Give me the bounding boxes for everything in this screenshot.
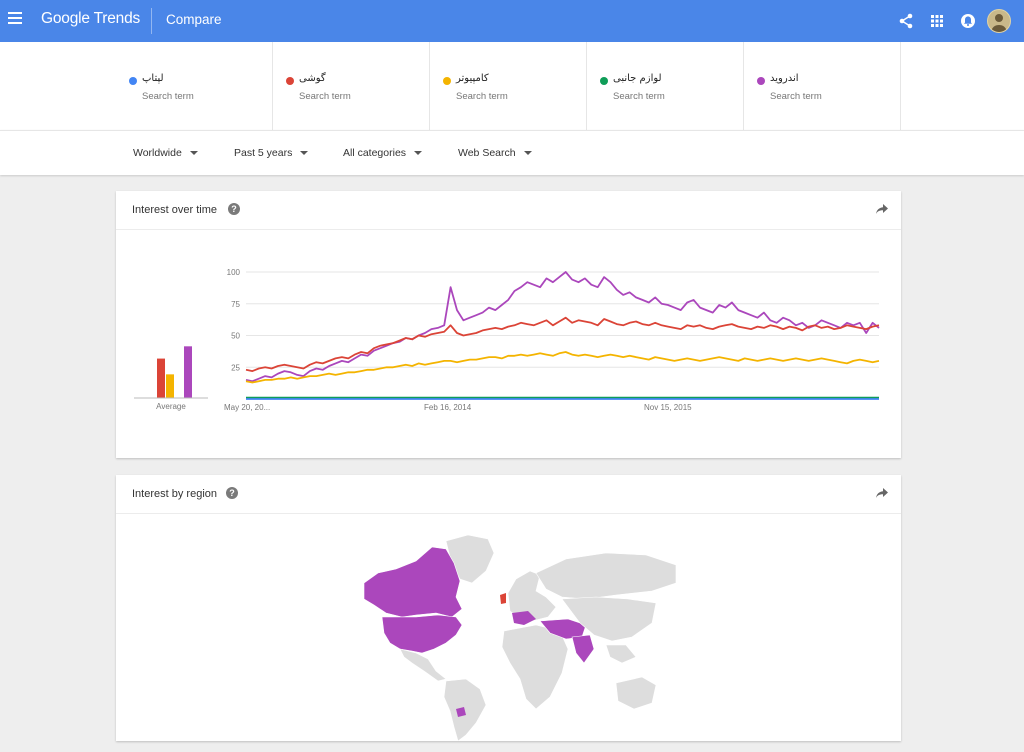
map-region-south-america[interactable] xyxy=(443,678,487,741)
map-region-australia[interactable] xyxy=(615,676,657,710)
average-bars: Average xyxy=(134,346,208,411)
term-color-dot xyxy=(286,77,294,85)
search-type-dropdown[interactable]: Web Search xyxy=(458,147,532,159)
share-arrow-icon[interactable] xyxy=(875,487,889,499)
share-arrow-icon[interactable] xyxy=(875,203,889,215)
map-region-southeast-asia[interactable] xyxy=(605,644,637,664)
term-card-3[interactable]: کامپیوتر Search term xyxy=(430,42,587,130)
chevron-down-icon xyxy=(414,151,423,156)
term-card-4[interactable]: لوازم جانبی Search term xyxy=(587,42,744,130)
world-map[interactable] xyxy=(116,513,901,741)
region-label: Worldwide xyxy=(133,147,182,159)
term-color-dot xyxy=(129,77,137,85)
card-header: Interest by region ? xyxy=(116,475,901,514)
google-trends-logo[interactable]: Google Trends xyxy=(41,10,141,27)
series-line-1 xyxy=(245,271,880,383)
help-icon[interactable]: ? xyxy=(226,487,238,499)
chart-lines xyxy=(245,271,880,400)
chevron-down-icon xyxy=(189,151,198,156)
time-range-dropdown[interactable]: Past 5 years xyxy=(234,147,309,159)
term-name: کامپیوتر xyxy=(456,73,489,84)
average-bar xyxy=(184,346,192,398)
help-icon[interactable]: ? xyxy=(228,203,240,215)
map-region-mexico[interactable] xyxy=(399,648,447,682)
menu-icon[interactable] xyxy=(8,12,22,24)
search-type-label: Web Search xyxy=(458,147,516,159)
term-type: Search term xyxy=(456,91,508,102)
category-dropdown[interactable]: All categories xyxy=(343,147,423,159)
y-tick-label: 100 xyxy=(227,268,241,277)
map-region-africa[interactable] xyxy=(501,624,569,710)
time-range-label: Past 5 years xyxy=(234,147,293,159)
term-name: لپتاپ xyxy=(142,73,164,84)
card-title: Interest over time xyxy=(132,204,217,216)
region-dropdown[interactable]: Worldwide xyxy=(133,147,198,159)
interest-by-region-card: Interest by region ? xyxy=(116,475,901,741)
map-region-russia[interactable] xyxy=(535,552,677,600)
header-divider xyxy=(151,8,152,34)
share-icon[interactable] xyxy=(897,12,915,30)
series-line-3 xyxy=(245,351,880,384)
x-axis-labels: May 20, 20... Feb 16, 2014 Nov 15, 2015 xyxy=(224,403,692,412)
x-tick-label: Nov 15, 2015 xyxy=(644,403,692,412)
map-region-bolivia[interactable] xyxy=(456,707,466,717)
y-tick-label: 75 xyxy=(231,300,240,309)
search-terms-bar: لپتاپ Search term گوشی Search term کامپی… xyxy=(0,42,1024,130)
category-label: All categories xyxy=(343,147,407,159)
interest-over-time-card: Interest over time ? Average 25 50 75 100 M… xyxy=(116,191,901,458)
term-card-1[interactable]: لپتاپ Search term xyxy=(116,42,273,130)
term-type: Search term xyxy=(770,91,822,102)
x-tick-label: Feb 16, 2014 xyxy=(424,403,472,412)
average-bar xyxy=(166,374,174,398)
top-app-bar: Google Trends Compare xyxy=(0,0,1024,42)
map-region-southern-europe[interactable] xyxy=(512,611,536,625)
card-title: Interest by region xyxy=(132,488,217,500)
apps-grid-icon[interactable] xyxy=(928,12,946,30)
average-label: Average xyxy=(156,402,186,411)
chart-grid: 25 50 75 100 xyxy=(227,268,879,400)
y-tick-label: 50 xyxy=(231,332,240,341)
map-region-uk[interactable] xyxy=(500,593,506,604)
term-type: Search term xyxy=(142,91,194,102)
term-type: Search term xyxy=(299,91,351,102)
user-avatar-icon xyxy=(991,14,1007,32)
page-title: Compare xyxy=(166,12,222,27)
average-bar xyxy=(157,358,165,398)
interest-over-time-chart[interactable]: Average 25 50 75 100 May 20, 20... Feb 16, 2… xyxy=(116,229,901,458)
term-name: اندروید xyxy=(770,73,799,84)
chevron-down-icon xyxy=(300,151,309,156)
filters-bar: Worldwide Past 5 years All categories We… xyxy=(0,130,1024,175)
chevron-down-icon xyxy=(523,151,532,156)
notifications-icon[interactable] xyxy=(959,12,977,30)
term-card-2[interactable]: گوشی Search term xyxy=(273,42,430,130)
x-tick-label: May 20, 20... xyxy=(224,403,270,412)
term-color-dot xyxy=(443,77,451,85)
term-type: Search term xyxy=(613,91,665,102)
term-color-dot xyxy=(757,77,765,85)
avatar[interactable] xyxy=(987,9,1011,33)
card-header: Interest over time ? xyxy=(116,191,901,230)
map-region-asia[interactable] xyxy=(561,596,657,642)
map-region-india[interactable] xyxy=(571,634,595,664)
map-region-canada[interactable] xyxy=(363,546,463,618)
y-tick-label: 25 xyxy=(231,363,240,372)
term-name: گوشی xyxy=(299,73,326,84)
series-line-2 xyxy=(245,316,880,373)
term-name: لوازم جانبی xyxy=(613,73,662,84)
term-color-dot xyxy=(600,77,608,85)
term-card-5[interactable]: اندروید Search term xyxy=(744,42,901,130)
map-region-usa[interactable] xyxy=(381,614,463,654)
